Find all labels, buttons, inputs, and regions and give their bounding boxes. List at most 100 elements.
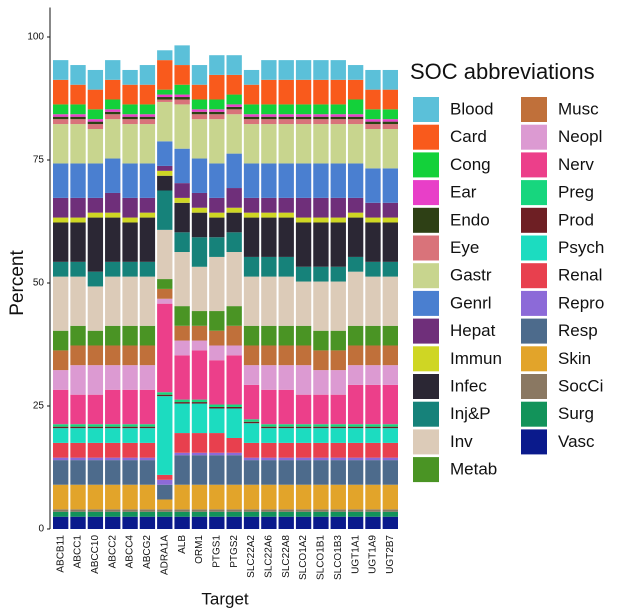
bar-segment <box>105 212 121 218</box>
bar-segment <box>295 509 312 512</box>
bar-segment <box>313 79 329 105</box>
bar-segment <box>313 509 329 512</box>
bar-segment <box>53 79 69 105</box>
bar-segment <box>53 197 69 218</box>
bar-segment <box>243 104 260 115</box>
bar-segment <box>209 163 225 198</box>
bar-segment <box>365 516 381 529</box>
bar-segment <box>191 402 208 404</box>
bar-segment <box>139 84 156 105</box>
bar-segment <box>87 89 104 110</box>
bar-segment <box>87 511 104 517</box>
x-axis-title: Target <box>201 589 249 608</box>
bar-segment <box>209 452 225 456</box>
x-tick-label: PTGS2 <box>229 535 240 568</box>
bar-segment <box>53 460 69 485</box>
bar-segment <box>365 345 381 366</box>
bar-segment <box>191 516 208 529</box>
bar-segment <box>174 516 190 529</box>
bar-segment <box>139 516 156 529</box>
legend-label: Prod <box>558 210 594 229</box>
bar-segment <box>174 84 190 95</box>
bar-segment <box>226 114 242 154</box>
bar-segment <box>243 460 260 485</box>
bar-segment <box>87 426 104 429</box>
bar-segment <box>139 197 156 213</box>
bar-segment <box>53 116 69 120</box>
bar-segment <box>174 94 190 98</box>
bar-segment <box>347 65 364 80</box>
bar-segment <box>278 276 294 326</box>
bar-segment <box>105 192 121 213</box>
bar-segment <box>295 457 312 461</box>
bar-segment <box>382 124 398 130</box>
bar-segment <box>157 50 173 61</box>
bar-segment <box>157 279 173 289</box>
bar-segment <box>382 69 398 90</box>
legend-swatch <box>521 124 547 150</box>
bar-segment <box>261 345 277 366</box>
legend-label: Inv <box>450 432 473 451</box>
bar-segment <box>157 99 173 102</box>
bar-segment <box>382 442 398 458</box>
bar-segment <box>261 197 277 213</box>
bar-segment <box>139 325 156 346</box>
bar-segment <box>87 119 104 122</box>
bar-segment <box>174 65 190 85</box>
bar-segment <box>330 104 346 115</box>
bar-segment <box>139 119 156 125</box>
bar-segment <box>313 484 329 510</box>
bar-segment <box>174 325 190 341</box>
bar-segment <box>53 428 69 443</box>
legend-swatch <box>413 457 439 483</box>
bar-segment <box>261 511 277 517</box>
bar-segment <box>174 403 190 434</box>
legend-label: Endo <box>450 210 490 229</box>
bar-segment <box>278 424 294 427</box>
bar-segment <box>70 84 86 105</box>
legend-label: Resp <box>558 321 598 340</box>
bar-segment <box>347 384 364 425</box>
bar-segment <box>122 261 138 277</box>
bar-segment <box>261 217 277 257</box>
bar-segment <box>87 394 104 425</box>
legend-swatch <box>413 180 439 206</box>
bar-segment <box>278 217 294 257</box>
bar-segment <box>174 509 190 512</box>
bar-segment <box>226 207 242 213</box>
bar-segment <box>347 457 364 461</box>
x-tick-label: SLC22A8 <box>281 535 292 578</box>
bar-segment <box>122 124 138 164</box>
bar-segment <box>53 442 69 458</box>
legend-swatch <box>413 346 439 372</box>
bar-segment <box>330 197 346 218</box>
bar-segment <box>330 484 346 510</box>
bar-segment <box>330 60 346 80</box>
bar-segment <box>209 311 225 331</box>
bar-segment <box>330 79 346 105</box>
bar-segment <box>365 168 381 203</box>
bar-segment <box>365 509 381 512</box>
bar-segment <box>191 403 208 434</box>
bar-segment <box>209 55 225 75</box>
bar-segment <box>191 65 208 85</box>
bar-segment <box>53 119 69 125</box>
bar-segment <box>330 330 346 351</box>
bar-segment <box>226 94 242 105</box>
bar-segment <box>347 424 364 427</box>
bar-segment <box>174 183 190 198</box>
bar-segment <box>122 426 138 429</box>
bar-segment <box>53 217 69 223</box>
bar-segment <box>278 516 294 529</box>
bar-segment <box>347 271 364 326</box>
bar-segment <box>295 516 312 529</box>
legend-swatch <box>521 290 547 316</box>
bar-segment <box>313 217 329 223</box>
bar-segment <box>330 370 346 395</box>
bar-segment <box>70 276 86 326</box>
bar-segment <box>191 511 208 517</box>
bar-segment <box>313 350 329 371</box>
bar-segment <box>209 330 225 346</box>
bar-segment <box>191 350 208 400</box>
x-tick-label: ABCC2 <box>107 535 118 569</box>
